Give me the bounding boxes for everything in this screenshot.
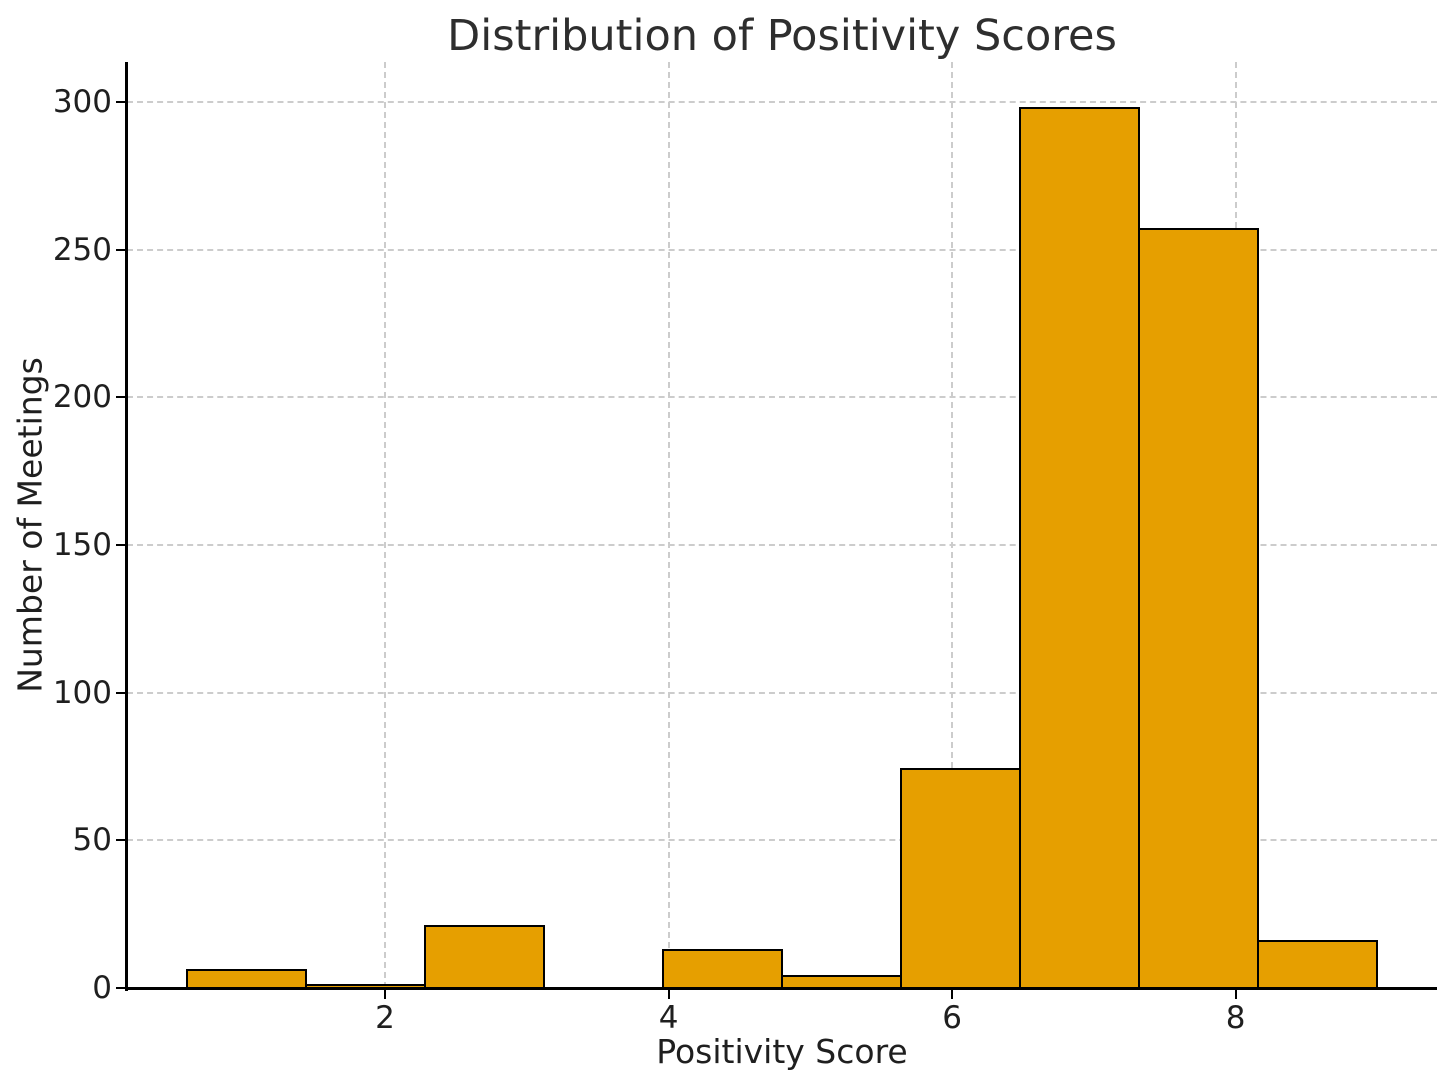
y-tick-mark	[116, 543, 125, 546]
histogram-bar	[661, 948, 783, 989]
y-tick-label: 100	[52, 674, 112, 711]
histogram-bar	[1138, 227, 1260, 989]
y-tick-mark	[116, 396, 125, 399]
y-gridline	[127, 691, 1437, 694]
y-gridline	[127, 839, 1437, 842]
x-gridline	[951, 62, 954, 988]
y-tick-label: 250	[52, 231, 112, 268]
x-tick-label: 8	[1225, 1000, 1246, 1036]
histogram-bar	[1257, 939, 1379, 989]
y-tick-label: 50	[72, 822, 112, 859]
y-tick-mark	[116, 691, 125, 694]
y-tick-mark	[116, 248, 125, 251]
histogram-bar	[1019, 106, 1141, 989]
x-tick-label: 4	[658, 1000, 679, 1036]
plot-area	[127, 62, 1437, 989]
x-tick-mark	[384, 990, 387, 999]
x-gridline	[667, 62, 670, 988]
histogram-bar	[900, 768, 1022, 989]
histogram-bar	[423, 924, 545, 989]
x-tick-label: 6	[942, 1000, 962, 1036]
x-axis-label: Positivity Score	[656, 1032, 908, 1071]
y-gridline	[127, 100, 1437, 103]
y-tick-mark	[116, 100, 125, 103]
x-gridline	[384, 62, 387, 988]
y-tick-mark	[116, 987, 125, 989]
y-tick-label: 200	[52, 379, 112, 416]
y-gridline	[127, 248, 1437, 251]
x-tick-label: 2	[375, 1000, 395, 1036]
x-tick-mark	[1234, 990, 1237, 999]
y-tick-label: 0	[92, 970, 112, 1006]
chart-title: Distribution of Positivity Scores	[447, 11, 1117, 61]
y-gridline	[127, 396, 1437, 399]
y-axis-spine	[125, 62, 128, 991]
x-axis-spine	[125, 987, 1437, 990]
x-tick-mark	[951, 990, 954, 999]
y-gridline	[127, 543, 1437, 546]
y-axis-label: Number of Meetings	[10, 357, 50, 693]
y-tick-label: 300	[52, 83, 112, 120]
y-tick-label: 150	[52, 526, 112, 563]
x-tick-mark	[667, 990, 670, 999]
y-tick-mark	[116, 839, 125, 842]
